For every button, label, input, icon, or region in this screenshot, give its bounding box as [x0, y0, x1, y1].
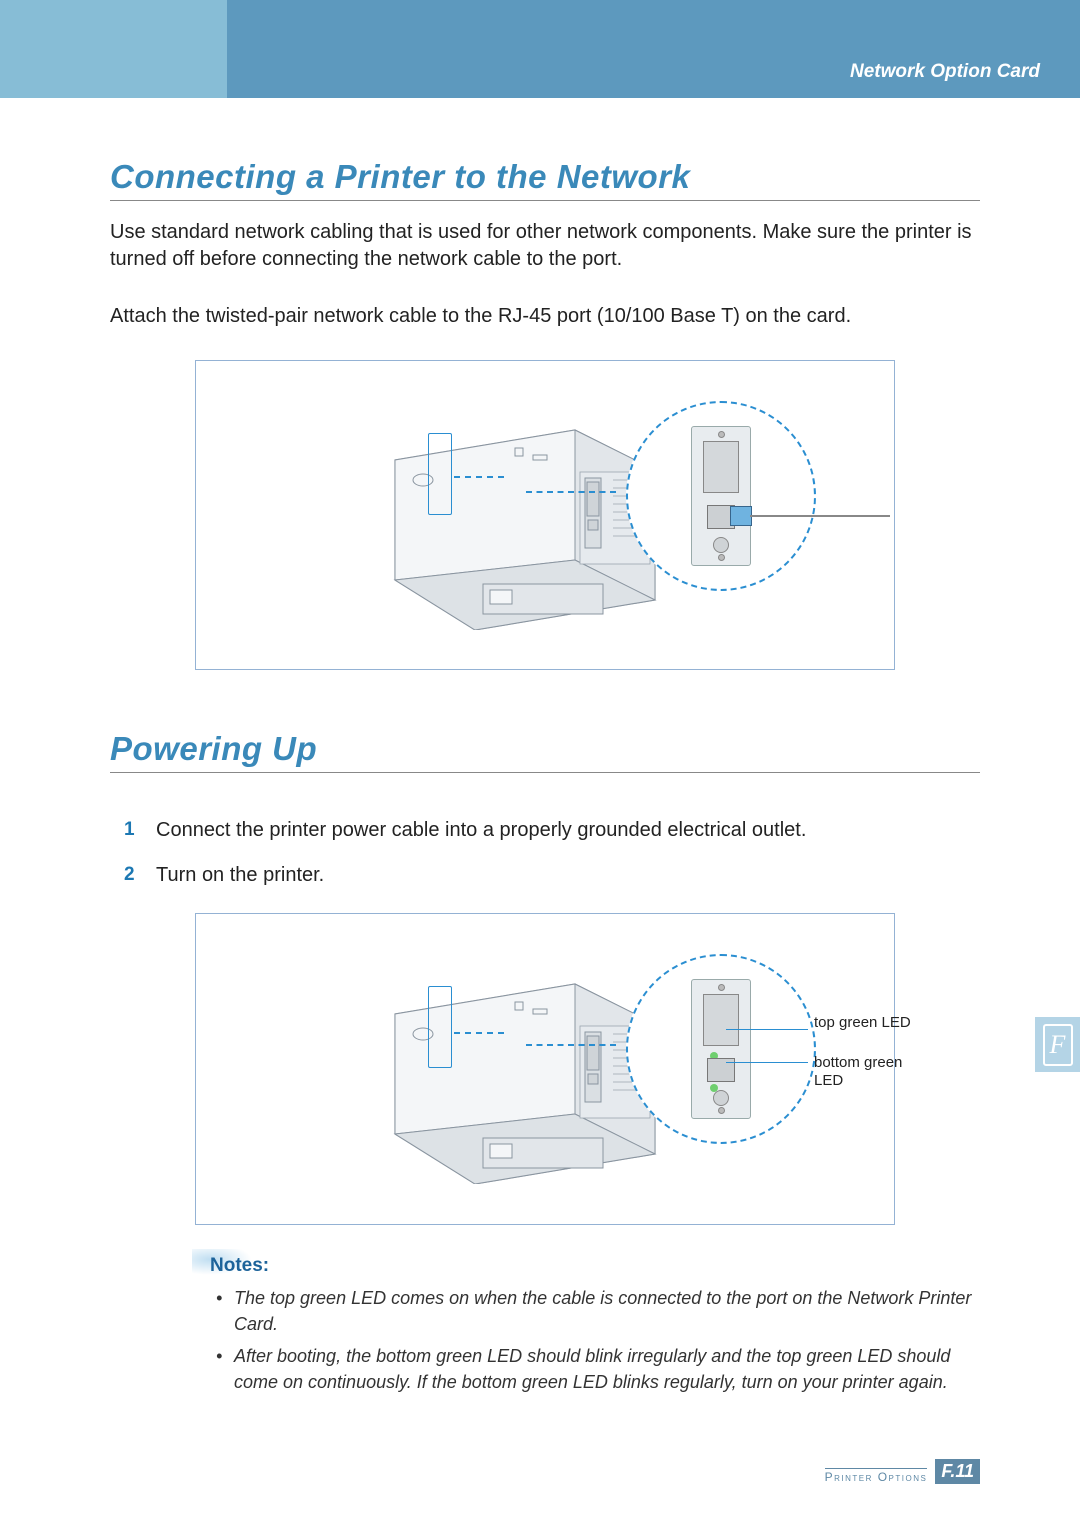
- callout-dash-3: [454, 1032, 504, 1034]
- top-bar-right: Network Option Card: [227, 0, 1080, 98]
- figure-connecting: [195, 360, 895, 670]
- parallel-port: [703, 441, 739, 493]
- top-bar: Network Option Card: [0, 0, 1080, 98]
- bottom-led-label: bottom green LED: [814, 1054, 934, 1090]
- screw-icon: [718, 431, 725, 438]
- detail-circle-1: [626, 401, 816, 591]
- step-num-2: 2: [124, 864, 140, 887]
- section1-p1: Use standard network cabling that is use…: [110, 219, 980, 273]
- footer-page-number: F.11: [935, 1459, 980, 1484]
- side-tab-letter: F: [1043, 1024, 1073, 1066]
- header-section-label: Network Option Card: [850, 61, 1040, 83]
- led-top-line: [726, 1029, 808, 1030]
- round-port: [713, 537, 729, 553]
- callout-dash-2: [526, 491, 616, 493]
- cable-plug: [730, 506, 752, 526]
- section2-title: Powering Up: [110, 730, 980, 773]
- page-content: Connecting a Printer to the Network Use …: [0, 98, 1080, 1395]
- top-led-label-box: top green LED: [814, 1014, 934, 1032]
- led-bottom-line: [726, 1062, 808, 1063]
- callout-dash-4: [526, 1044, 616, 1046]
- port-panel-1: [691, 426, 751, 566]
- highlight-port-area-2: [428, 986, 452, 1068]
- step-text-2: Turn on the printer.: [156, 864, 324, 887]
- notes-title: Notes:: [210, 1255, 980, 1277]
- step-num-1: 1: [124, 819, 140, 842]
- figure-powering-up: top green LED bottom green LED: [195, 913, 895, 1225]
- highlight-port-area: [428, 433, 452, 515]
- bottom-led-label-box: bottom green LED: [814, 1054, 934, 1090]
- notes-list: The top green LED comes on when the cabl…: [210, 1285, 980, 1395]
- page-footer: Printer Options F.11: [825, 1459, 980, 1484]
- notes-block: Notes: The top green LED comes on when t…: [210, 1255, 980, 1395]
- step-text-1: Connect the printer power cable into a p…: [156, 819, 806, 842]
- section1-title: Connecting a Printer to the Network: [110, 158, 980, 201]
- network-cable: [750, 515, 890, 517]
- note-2: After booting, the bottom green LED shou…: [234, 1343, 980, 1395]
- note-1: The top green LED comes on when the cabl…: [234, 1285, 980, 1337]
- port-panel-2: [691, 979, 751, 1119]
- screw-icon: [718, 1107, 725, 1114]
- round-port-2: [713, 1090, 729, 1106]
- step-2: 2 Turn on the printer.: [124, 864, 980, 887]
- top-bar-left: [0, 0, 227, 98]
- parallel-port-2: [703, 994, 739, 1046]
- section1-p2: Attach the twisted-pair network cable to…: [110, 303, 980, 330]
- detail-circle-2: [626, 954, 816, 1144]
- screw-icon: [718, 554, 725, 561]
- side-tab: F: [1035, 1017, 1080, 1072]
- callout-dash-1: [454, 476, 504, 478]
- top-led-label: top green LED: [814, 1014, 934, 1032]
- step-1: 1 Connect the printer power cable into a…: [124, 819, 980, 842]
- screw-icon: [718, 984, 725, 991]
- footer-section-label: Printer Options: [825, 1468, 928, 1484]
